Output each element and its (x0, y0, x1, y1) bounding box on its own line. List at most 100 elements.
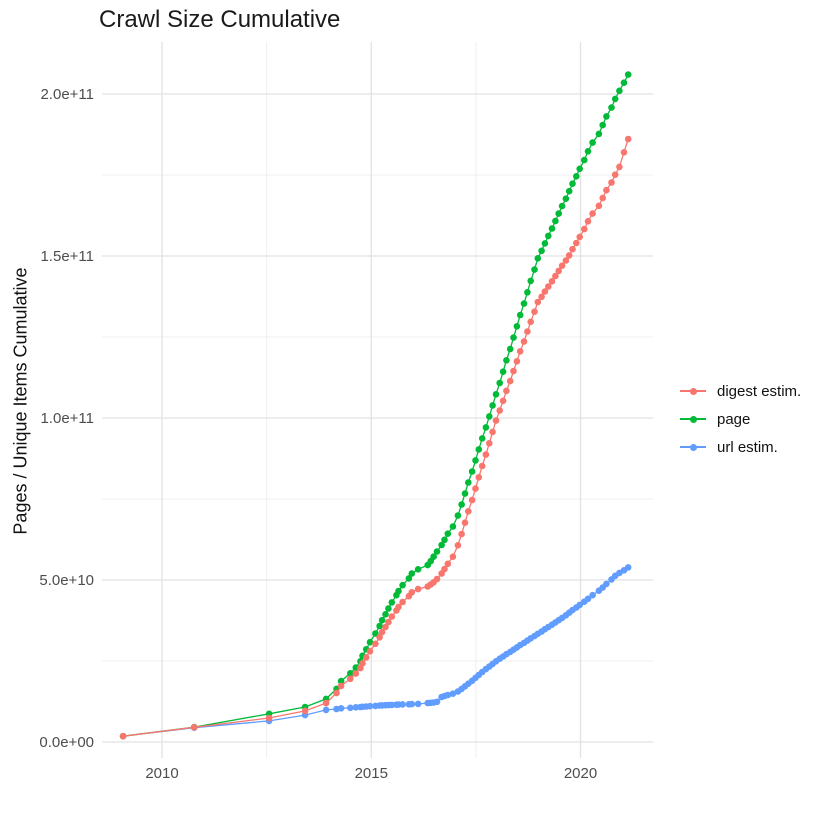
data-point (458, 501, 465, 508)
data-point (366, 702, 374, 710)
data-point (558, 202, 566, 210)
data-point (366, 648, 374, 655)
y-tick-label: 5.0e+10 (39, 572, 94, 589)
data-point (534, 298, 542, 306)
data-point (516, 311, 524, 319)
data-point (414, 700, 422, 708)
data-point (347, 704, 354, 712)
data-point (510, 334, 517, 341)
data-point (430, 553, 437, 560)
data-point (322, 699, 330, 707)
data-point (531, 266, 538, 273)
data-point (454, 512, 462, 519)
data-point (576, 165, 583, 173)
data-point (454, 542, 462, 549)
data-point (482, 451, 490, 458)
data-point (584, 148, 592, 155)
y-tick-label: 1.5e+11 (40, 248, 94, 265)
data-point (465, 479, 472, 486)
data-point (541, 240, 549, 247)
data-point (503, 387, 510, 395)
data-point (616, 87, 623, 95)
data-point (524, 289, 531, 296)
data-point (337, 705, 345, 712)
data-point (433, 548, 441, 555)
data-point (366, 638, 374, 646)
data-point (513, 323, 521, 330)
chart-title: Crawl Size Cumulative (99, 6, 341, 33)
data-point (444, 560, 452, 568)
data-point (562, 257, 570, 264)
data-point (492, 391, 500, 398)
legend-label: page (717, 410, 751, 428)
data-point (385, 605, 392, 612)
data-point (576, 601, 583, 609)
data-point (405, 575, 413, 582)
legend-key-icon (680, 433, 706, 461)
data-point (516, 348, 524, 355)
data-point (472, 457, 479, 464)
data-point (382, 623, 389, 631)
data-point (408, 700, 416, 708)
data-point (581, 225, 588, 233)
data-point (608, 104, 615, 111)
data-point (499, 368, 507, 376)
data-point (584, 218, 592, 225)
data-point (414, 566, 422, 573)
data-point (468, 496, 476, 504)
data-point (378, 616, 386, 624)
data-point (589, 591, 596, 599)
data-point (388, 613, 396, 620)
data-point (576, 233, 583, 241)
legend: digest estim. page url estim. (680, 377, 801, 461)
data-point (603, 580, 610, 588)
data-point (569, 180, 576, 187)
data-point (399, 701, 406, 708)
x-tick-label: 2010 (145, 765, 178, 782)
data-point (524, 328, 531, 335)
data-point (552, 272, 559, 280)
data-point (190, 724, 198, 731)
data-point (337, 677, 345, 685)
data-point (616, 163, 623, 171)
data-point (399, 581, 406, 589)
data-point (465, 508, 472, 515)
data-point (603, 113, 610, 120)
data-point (352, 670, 360, 677)
data-point (119, 732, 127, 740)
data-point (433, 698, 441, 706)
legend-key-icon (680, 405, 706, 433)
series-url-estim- (119, 564, 632, 740)
data-point (382, 611, 389, 618)
data-point (444, 530, 452, 537)
data-point (510, 367, 517, 375)
data-point (468, 468, 476, 475)
data-point (595, 202, 603, 210)
data-point (376, 634, 383, 641)
data-point (562, 195, 570, 202)
data-point (584, 595, 592, 603)
data-point (399, 598, 406, 606)
data-point (513, 358, 521, 365)
data-point (603, 186, 610, 194)
data-point (534, 254, 542, 262)
data-point (599, 121, 606, 129)
y-tick-label: 2.0e+11 (40, 86, 94, 103)
legend-label: digest estim. (717, 382, 802, 400)
data-point (595, 130, 603, 138)
data-point (545, 232, 552, 240)
data-point (527, 277, 534, 285)
data-point (499, 397, 507, 405)
data-point (376, 622, 383, 630)
legend-item: url estim. (680, 433, 801, 461)
data-point (624, 564, 632, 571)
y-tick-label: 1.0e+11 (40, 410, 94, 427)
data-point (478, 435, 486, 442)
data-point (461, 490, 469, 497)
data-point (449, 523, 457, 530)
data-point (620, 79, 628, 86)
data-point (548, 225, 556, 232)
data-point (408, 570, 416, 577)
data-point (458, 530, 465, 538)
